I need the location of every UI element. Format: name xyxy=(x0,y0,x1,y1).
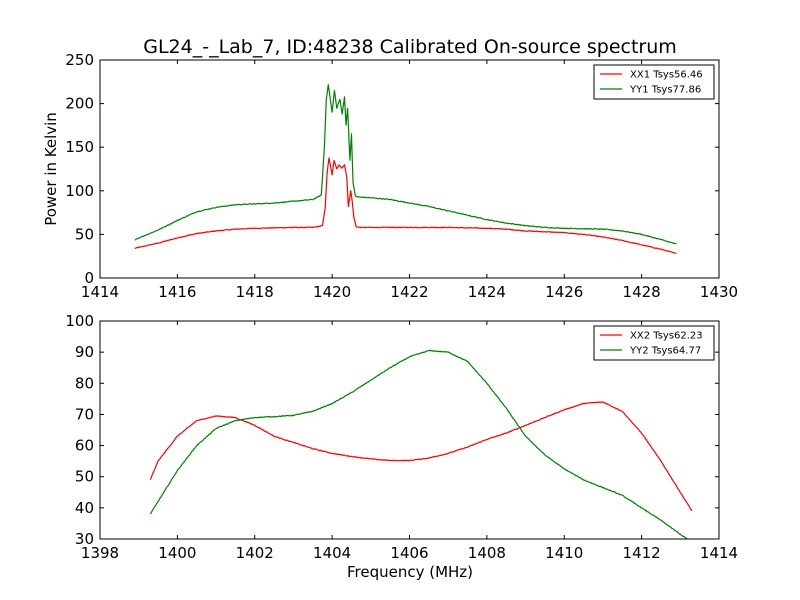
x-tick-label: 1414 xyxy=(700,544,738,562)
legend-box xyxy=(593,325,715,361)
legend-label-1: XX2 Tsys62.23 xyxy=(630,331,703,342)
x-axis-label: Frequency (MHz) xyxy=(347,563,473,581)
x-tick-label: 1410 xyxy=(545,544,583,562)
x-tick-label: 1426 xyxy=(545,283,583,301)
legend-label-1: XX1 Tsys56.46 xyxy=(630,70,703,81)
series-group xyxy=(134,84,677,254)
x-tick-label: 1430 xyxy=(700,283,738,301)
y-tick-label: 80 xyxy=(75,374,94,392)
x-tick-label: 1402 xyxy=(236,544,274,562)
y-tick-label: 150 xyxy=(65,138,94,156)
figure-title: GL24_-_Lab_7, ID:48238 Calibrated On-sou… xyxy=(143,36,677,58)
y-axis-label: Power in Kelvin xyxy=(42,112,60,226)
x-tick-label: 1400 xyxy=(158,544,196,562)
x-tick-label: 1412 xyxy=(623,544,661,562)
x-tick-label: 1428 xyxy=(623,283,661,301)
series-group xyxy=(149,349,693,539)
x-tick-label: 1416 xyxy=(158,283,196,301)
legend-box xyxy=(593,64,715,100)
series-line-bottom-2 xyxy=(149,349,689,539)
y-tick-label: 30 xyxy=(75,530,94,548)
y-tick-label: 50 xyxy=(75,225,94,243)
x-tick-label: 1404 xyxy=(313,544,351,562)
x-tick-label: 1414 xyxy=(81,283,119,301)
x-tick-label: 1422 xyxy=(390,283,428,301)
y-tick-label: 70 xyxy=(75,405,94,423)
x-tick-label: 1424 xyxy=(468,283,506,301)
legend-label-2: YY2 Tsys64.77 xyxy=(629,346,701,357)
y-tick-label: 50 xyxy=(75,468,94,486)
x-tick-label: 1420 xyxy=(313,283,351,301)
x-tick-label: 1418 xyxy=(236,283,274,301)
y-tick-label: 60 xyxy=(75,437,94,455)
y-tick-label: 200 xyxy=(65,95,94,113)
legend: XX1 Tsys56.46 YY1 Tsys77.86 xyxy=(593,64,715,100)
series-line-top-2 xyxy=(134,84,677,245)
y-tick-label: 0 xyxy=(84,269,94,287)
y-tick-label: 100 xyxy=(65,312,94,330)
legend: XX2 Tsys62.23 YY2 Tsys64.77 xyxy=(593,325,715,361)
x-tick-label: 1398 xyxy=(81,544,119,562)
x-tick-label: 1408 xyxy=(468,544,506,562)
top-panel: 1414 1416 1418 1420 1422 1424 1426 1428 1430 0 50 1… xyxy=(42,51,738,301)
x-tick-label: 1406 xyxy=(390,544,428,562)
y-tick-label: 90 xyxy=(75,343,94,361)
bottom-panel: 1398 1400 1402 1404 1406 1408 1410 1412 1414 30 40… xyxy=(65,312,738,562)
legend-label-2: YY1 Tsys77.86 xyxy=(629,85,701,96)
y-tick-label: 100 xyxy=(65,182,94,200)
series-line-top-1 xyxy=(134,157,677,254)
y-tick-label: 250 xyxy=(65,51,94,69)
y-tick-label: 40 xyxy=(75,499,94,517)
